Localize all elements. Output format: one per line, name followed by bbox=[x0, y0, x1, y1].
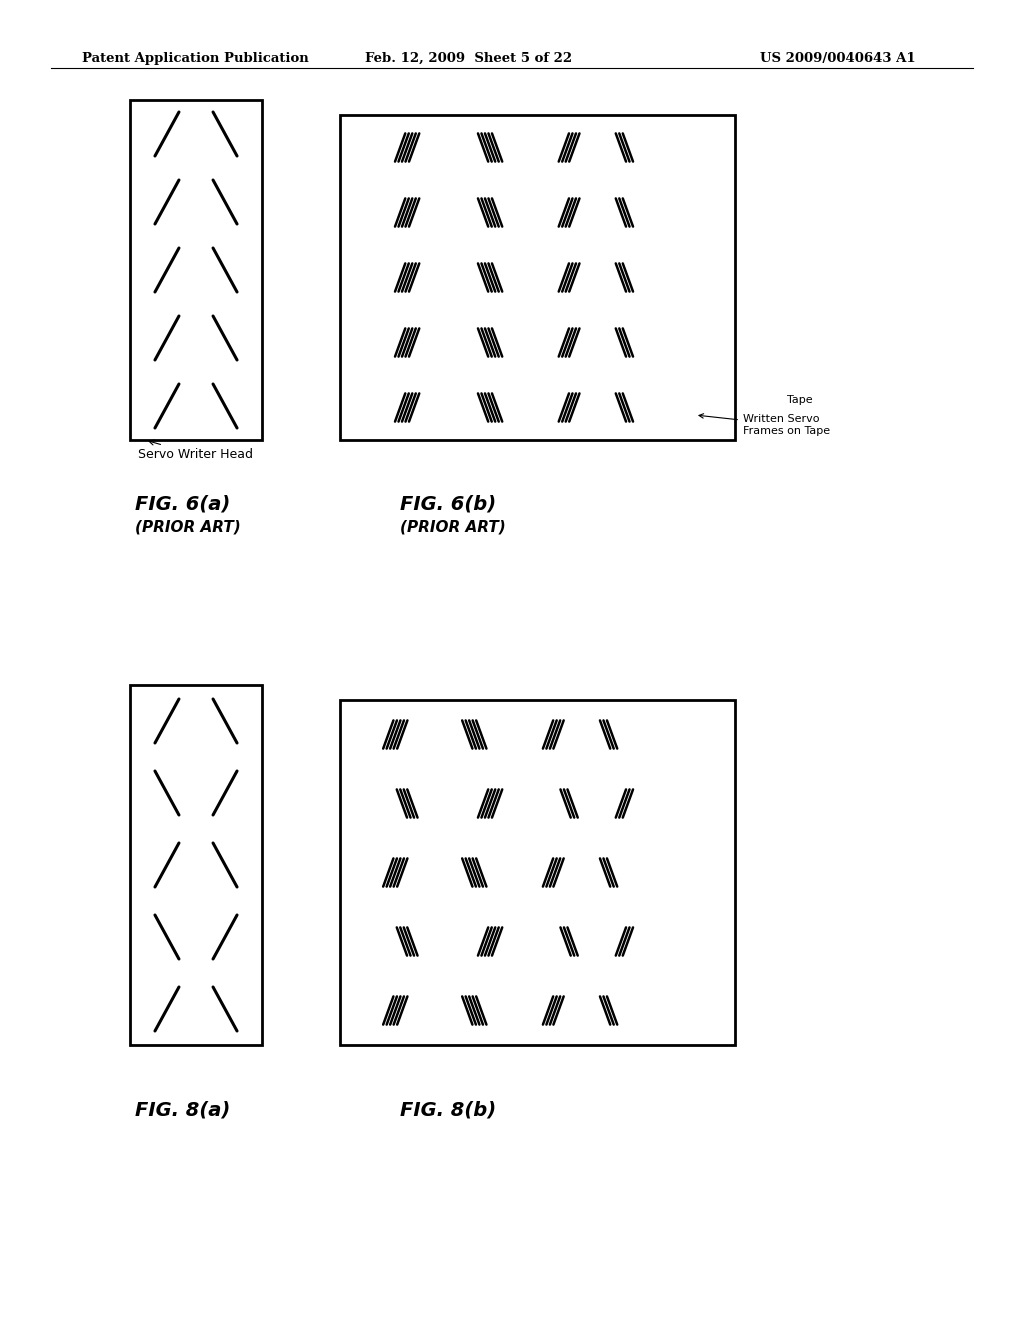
Text: Written Servo
Frames on Tape: Written Servo Frames on Tape bbox=[699, 413, 830, 436]
Text: FIG. 8(b): FIG. 8(b) bbox=[400, 1100, 496, 1119]
Bar bbox=[130, 685, 262, 1045]
Bar bbox=[340, 700, 735, 1045]
Bar bbox=[130, 100, 262, 440]
Text: (PRIOR ART): (PRIOR ART) bbox=[400, 520, 506, 535]
Text: FIG. 6(a): FIG. 6(a) bbox=[135, 495, 230, 513]
Text: Feb. 12, 2009  Sheet 5 of 22: Feb. 12, 2009 Sheet 5 of 22 bbox=[365, 51, 572, 65]
Text: US 2009/0040643 A1: US 2009/0040643 A1 bbox=[760, 51, 915, 65]
Text: Tape: Tape bbox=[787, 395, 813, 405]
Bar bbox=[340, 115, 735, 440]
Text: (PRIOR ART): (PRIOR ART) bbox=[135, 520, 241, 535]
Text: Patent Application Publication: Patent Application Publication bbox=[82, 51, 309, 65]
Text: FIG. 8(a): FIG. 8(a) bbox=[135, 1100, 230, 1119]
Text: FIG. 6(b): FIG. 6(b) bbox=[400, 495, 496, 513]
Text: Servo Writer Head: Servo Writer Head bbox=[138, 440, 253, 461]
